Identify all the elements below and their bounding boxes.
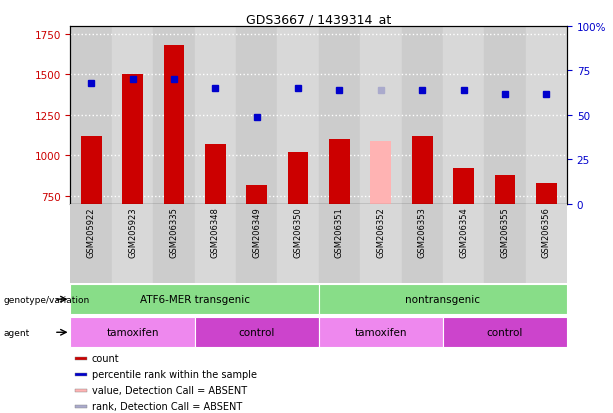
Bar bbox=[412, 137, 433, 204]
Bar bbox=[81, 137, 102, 204]
Bar bbox=[164, 46, 185, 204]
Text: control: control bbox=[238, 328, 275, 337]
Bar bbox=[443, 318, 567, 347]
Bar bbox=[536, 183, 557, 204]
Text: ATF6-MER transgenic: ATF6-MER transgenic bbox=[140, 294, 249, 304]
Bar bbox=[484, 27, 526, 204]
Text: GSM206351: GSM206351 bbox=[335, 207, 344, 257]
Text: nontransgenic: nontransgenic bbox=[405, 294, 481, 304]
Text: GSM206348: GSM206348 bbox=[211, 207, 220, 258]
Text: GSM206356: GSM206356 bbox=[542, 207, 551, 258]
Text: percentile rank within the sample: percentile rank within the sample bbox=[91, 369, 257, 379]
Bar bbox=[484, 204, 526, 283]
Title: GDS3667 / 1439314_at: GDS3667 / 1439314_at bbox=[246, 13, 391, 26]
Bar bbox=[205, 145, 226, 204]
Text: control: control bbox=[487, 328, 523, 337]
Bar bbox=[495, 176, 516, 204]
Bar bbox=[70, 318, 195, 347]
Text: count: count bbox=[91, 353, 119, 363]
Text: GSM206354: GSM206354 bbox=[459, 207, 468, 257]
Text: tamoxifen: tamoxifen bbox=[106, 328, 159, 337]
Bar bbox=[287, 153, 308, 204]
Text: genotype/variation: genotype/variation bbox=[3, 295, 89, 304]
Bar bbox=[70, 204, 112, 283]
Text: rank, Detection Call = ABSENT: rank, Detection Call = ABSENT bbox=[91, 401, 242, 411]
Bar bbox=[443, 27, 484, 204]
Bar bbox=[277, 27, 319, 204]
Bar bbox=[195, 204, 236, 283]
Bar bbox=[360, 204, 402, 283]
Bar bbox=[195, 318, 319, 347]
Bar bbox=[75, 373, 86, 376]
Text: agent: agent bbox=[3, 328, 29, 337]
Text: GSM205923: GSM205923 bbox=[128, 207, 137, 257]
Text: tamoxifen: tamoxifen bbox=[354, 328, 407, 337]
Text: GSM206335: GSM206335 bbox=[169, 207, 178, 258]
Bar bbox=[443, 204, 484, 283]
Bar bbox=[153, 27, 195, 204]
Bar bbox=[319, 27, 360, 204]
Bar bbox=[526, 204, 567, 283]
Bar bbox=[236, 27, 277, 204]
Bar bbox=[526, 27, 567, 204]
Bar bbox=[319, 318, 443, 347]
Bar bbox=[195, 27, 236, 204]
Bar bbox=[153, 204, 195, 283]
Bar bbox=[112, 27, 153, 204]
Bar bbox=[277, 204, 319, 283]
Text: GSM206350: GSM206350 bbox=[294, 207, 303, 257]
Bar bbox=[370, 142, 391, 204]
Bar bbox=[122, 75, 143, 204]
Bar bbox=[75, 357, 86, 360]
Bar bbox=[112, 204, 153, 283]
Bar bbox=[319, 204, 360, 283]
Bar bbox=[402, 204, 443, 283]
Bar bbox=[360, 27, 402, 204]
Text: GSM206352: GSM206352 bbox=[376, 207, 386, 257]
Text: value, Detection Call = ABSENT: value, Detection Call = ABSENT bbox=[91, 385, 246, 395]
Bar bbox=[246, 185, 267, 204]
Bar bbox=[70, 285, 319, 314]
Bar bbox=[402, 27, 443, 204]
Text: GSM205922: GSM205922 bbox=[86, 207, 96, 257]
Text: GSM206349: GSM206349 bbox=[252, 207, 261, 257]
Bar bbox=[75, 405, 86, 408]
Text: GSM206353: GSM206353 bbox=[417, 207, 427, 258]
Bar bbox=[75, 389, 86, 392]
Text: GSM206355: GSM206355 bbox=[500, 207, 509, 257]
Bar bbox=[319, 285, 567, 314]
Bar bbox=[329, 140, 350, 204]
Bar bbox=[453, 169, 474, 204]
Bar bbox=[70, 27, 112, 204]
Bar bbox=[236, 204, 277, 283]
